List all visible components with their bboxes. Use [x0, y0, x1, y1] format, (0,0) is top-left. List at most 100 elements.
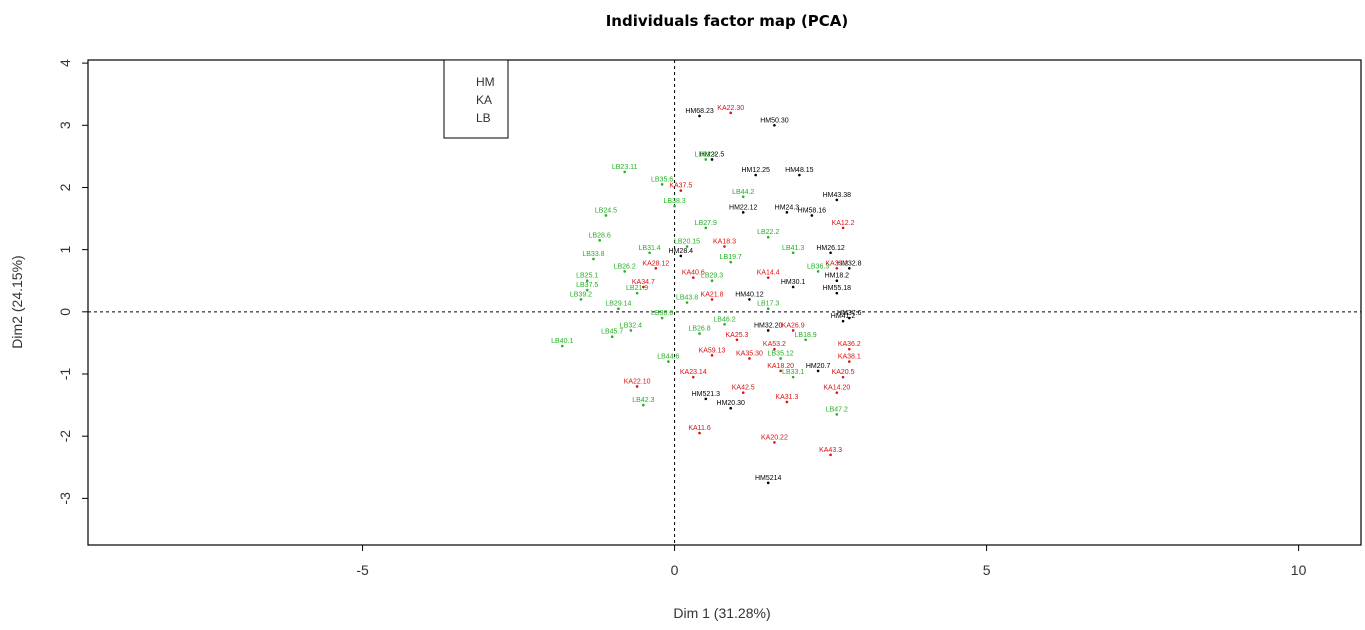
- y-tick-label: 3: [57, 121, 73, 129]
- point-label: LB41.3: [782, 245, 804, 252]
- data-point: [710, 298, 714, 301]
- data-point: [617, 307, 620, 311]
- data-point: [773, 123, 776, 127]
- point-label: HM32.8: [837, 260, 862, 267]
- point-label: HM12.25: [741, 167, 770, 174]
- y-axis-label: Dim2 (24.15%): [9, 255, 25, 348]
- data-point: [748, 357, 751, 360]
- point-label: KA43.3: [819, 447, 842, 454]
- point-label: LB28.6: [589, 232, 611, 239]
- point-label: HM18.2: [825, 273, 850, 280]
- data-point: [791, 285, 795, 289]
- point-label: KA12.2: [832, 220, 855, 227]
- point-label: LB33.8: [582, 251, 604, 258]
- data-point: [704, 397, 708, 401]
- point-label: HM55.18: [823, 285, 852, 292]
- point-label: HM5214: [755, 475, 782, 482]
- point-label: KA37.5: [669, 183, 692, 190]
- legend-box: [443, 59, 509, 139]
- point-label: LB32.4: [620, 322, 642, 329]
- point-label: KA26.9: [782, 322, 805, 329]
- data-point: [679, 254, 683, 258]
- data-point: [848, 267, 851, 270]
- data-point: [635, 291, 639, 295]
- legend: HM KA LB: [443, 59, 509, 139]
- data-point: [766, 276, 770, 279]
- data-point: [585, 288, 589, 292]
- point-label: KA38.1: [838, 354, 861, 361]
- data-point: [673, 204, 676, 208]
- data-point: [598, 239, 601, 242]
- point-label: KA31.3: [775, 394, 798, 401]
- data-point: [835, 413, 839, 416]
- data-point: [642, 403, 645, 407]
- point-label: HM26.12: [816, 245, 845, 252]
- data-point: [729, 111, 733, 115]
- point-label: LB36.3: [807, 263, 829, 270]
- data-point: [766, 481, 770, 485]
- data-point: [560, 344, 564, 348]
- y-tick-label: 2: [57, 183, 73, 191]
- data-point: [829, 251, 832, 255]
- legend-entry-ka: KA: [476, 93, 492, 107]
- point-label: LB18.9: [795, 332, 817, 339]
- data-point: [623, 270, 626, 273]
- point-label: KA23.14: [680, 369, 707, 376]
- data-point: [810, 214, 814, 217]
- point-label: HM32.20: [754, 322, 783, 329]
- point-label: HM20.7: [806, 363, 831, 370]
- plot-frame: [87, 59, 1362, 546]
- data-point: [585, 279, 589, 283]
- point-label: KA40.6: [682, 270, 705, 277]
- data-point: [660, 316, 664, 320]
- point-label: LB20.15: [674, 239, 700, 246]
- point-label: KA35.30: [736, 350, 763, 357]
- point-label: LB27.9: [695, 220, 717, 227]
- point-label: LB22.4: [695, 151, 717, 158]
- data-point: [779, 357, 782, 360]
- data-point: [773, 441, 776, 444]
- point-label: LB33.1: [782, 369, 804, 376]
- point-label: KA28.12: [642, 260, 669, 267]
- data-point: [698, 114, 701, 118]
- data-point: [816, 369, 820, 373]
- point-label: LB42.3: [632, 397, 654, 404]
- point-label: KA14.4: [757, 270, 780, 277]
- data-point: [766, 329, 770, 332]
- legend-entry-lb: LB: [476, 111, 491, 125]
- data-point: [691, 276, 695, 279]
- data-point: [841, 319, 845, 323]
- data-point: [835, 391, 839, 394]
- data-point: [735, 338, 739, 342]
- point-label: LB44.6: [657, 354, 679, 361]
- point-label: LB23.11: [612, 164, 638, 171]
- x-tick-label: -5: [356, 562, 369, 578]
- point-label: LB35.12: [768, 350, 794, 357]
- data-point: [579, 298, 583, 301]
- point-label: LB29.3: [701, 273, 723, 280]
- data-point: [660, 183, 664, 186]
- data-point: [748, 298, 751, 301]
- data-point: [773, 347, 776, 351]
- point-label: KA21.8: [701, 291, 724, 298]
- data-points: HM68.23 HM50.30 HM22.5 HM48.15 HM12.25 HM43.3…: [551, 105, 862, 485]
- point-label: KA59.13: [699, 347, 726, 354]
- series-hm: HM68.23 HM50.30 HM22.5 HM48.15 HM12.25 HM43.3…: [669, 108, 862, 485]
- reference-lines: [88, 60, 1361, 545]
- data-point: [704, 158, 708, 161]
- point-label: LB17.3: [757, 301, 779, 308]
- point-label: KA22.10: [624, 378, 651, 385]
- data-point: [691, 375, 695, 379]
- point-label: LB26.8: [688, 326, 710, 333]
- x-tick-label: 5: [983, 562, 991, 578]
- data-point: [604, 214, 608, 217]
- data-point: [779, 369, 782, 373]
- data-point: [623, 170, 626, 174]
- point-label: KA20.22: [761, 434, 788, 441]
- point-label: KA20.5: [832, 369, 855, 376]
- point-label: HM48.15: [785, 167, 814, 174]
- point-label: LB40.1: [551, 338, 573, 345]
- data-point: [723, 322, 726, 326]
- point-label: KA11.6: [688, 425, 711, 432]
- point-label: KA18.3: [713, 239, 736, 246]
